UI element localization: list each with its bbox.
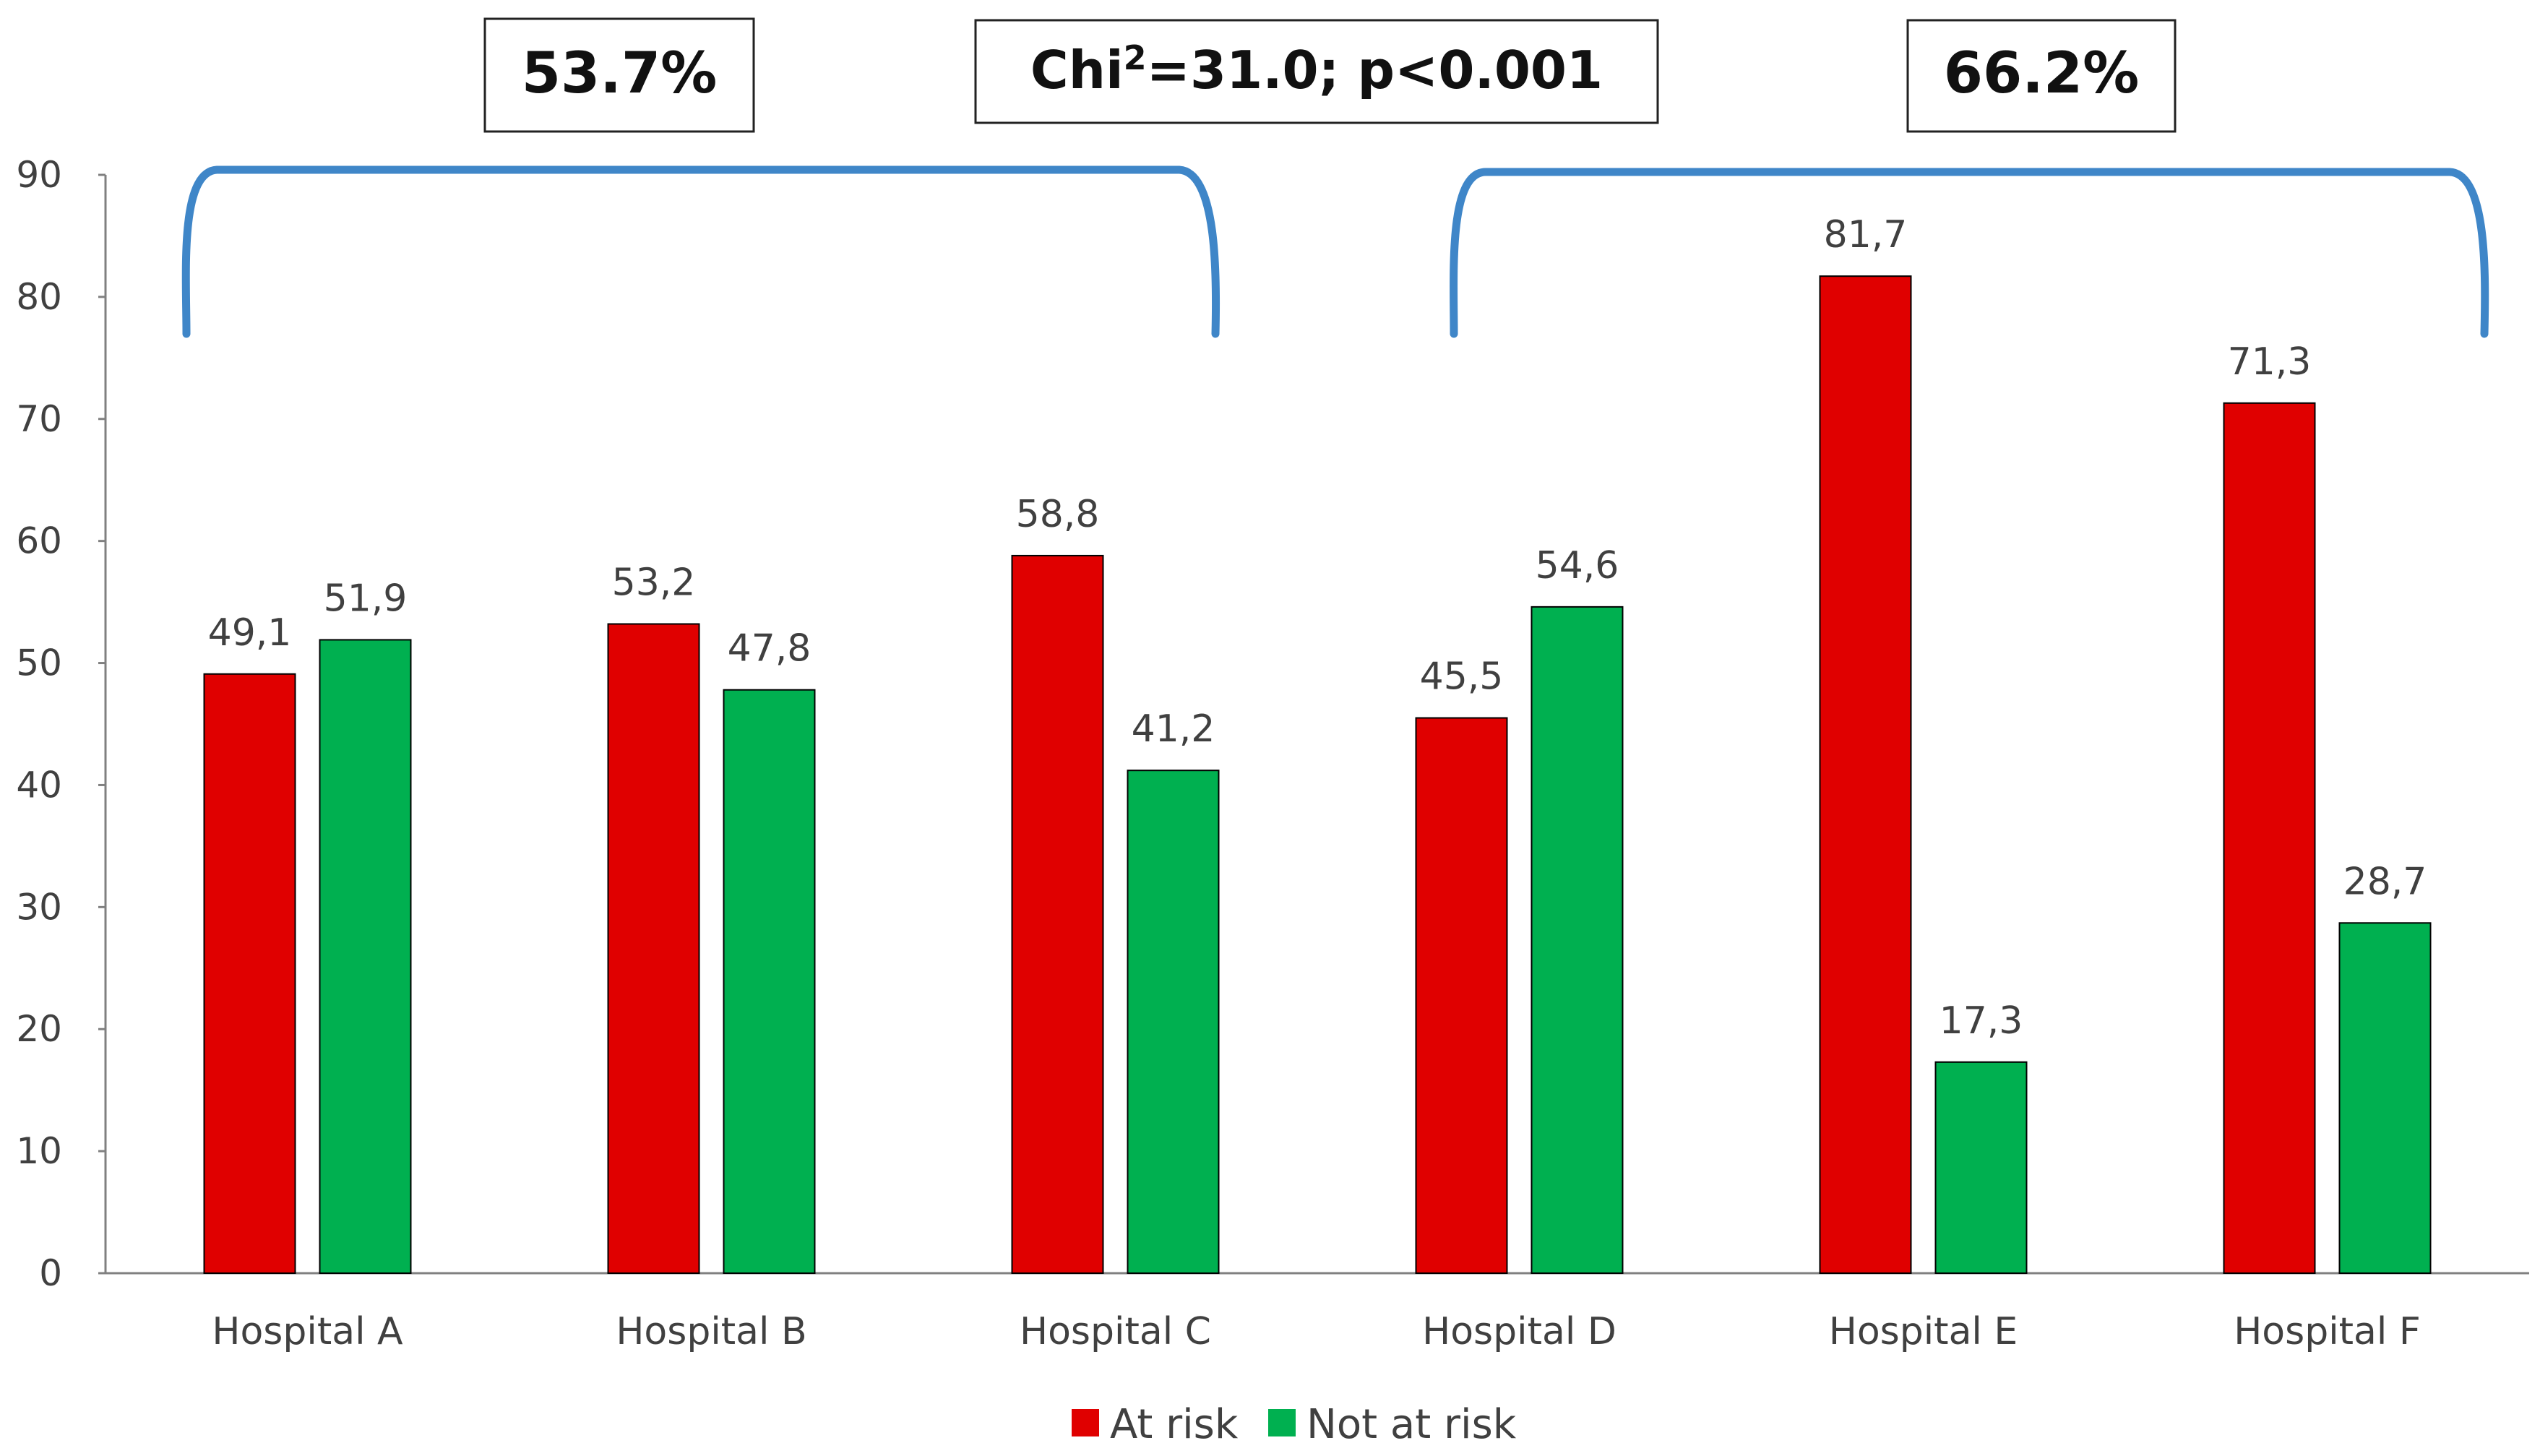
data-label: 81,7 — [1824, 213, 1908, 257]
legend-swatch-at-risk — [1072, 1409, 1099, 1436]
legend-swatch-not-at-risk — [1268, 1409, 1296, 1436]
axes: 0 10 20 30 40 50 60 70 80 90 — [16, 154, 2529, 1294]
group-left-bracket — [181, 165, 1221, 338]
x-category-label: Hospital B — [616, 1310, 806, 1353]
group-left-percentage: 53.7% — [522, 41, 718, 106]
bar-not-at-risk-1 — [319, 639, 412, 1274]
data-label: 41,2 — [1132, 707, 1215, 751]
y-tick-label: 70 — [16, 398, 62, 440]
chi-square-box: Chi2=31.0; p<0.001 — [974, 19, 1659, 124]
bar-not-at-risk-6 — [2338, 922, 2432, 1275]
bar-at-risk-4 — [1415, 717, 1508, 1274]
legend: At risk Not at risk — [1072, 1401, 1517, 1448]
y-tick-label: 30 — [16, 886, 62, 928]
y-tick-label: 10 — [16, 1130, 62, 1172]
y-tick-label: 60 — [16, 520, 62, 562]
group-right-box: 66.2% — [1906, 19, 2177, 133]
x-category-label: Hospital E — [1829, 1310, 2018, 1353]
bar-at-risk-3 — [1011, 554, 1104, 1274]
bar-not-at-risk-3 — [1127, 770, 1220, 1274]
labels: 49,1 51,9 Hospital A 53,2 47,8 Hospital B 58,8… — [208, 213, 2427, 1353]
data-label: 51,9 — [324, 577, 408, 620]
x-category-label: Hospital A — [212, 1310, 403, 1353]
bar-not-at-risk-2 — [723, 689, 816, 1274]
x-category-label: Hospital F — [2234, 1310, 2421, 1353]
y-tick-label: 90 — [16, 154, 62, 196]
chi-square-text: Chi2=31.0; p<0.001 — [1030, 38, 1603, 100]
bar-at-risk-1 — [203, 673, 296, 1274]
x-category-label: Hospital D — [1422, 1310, 1616, 1353]
y-tick-label: 20 — [16, 1008, 62, 1050]
bar-at-risk-5 — [1819, 275, 1912, 1275]
data-label: 58,8 — [1016, 493, 1100, 536]
legend-label-at-risk: At risk — [1110, 1401, 1239, 1448]
data-label: 47,8 — [728, 627, 811, 671]
bars — [203, 275, 2432, 1275]
legend-label-not-at-risk: Not at risk — [1306, 1401, 1517, 1448]
group-right-bracket — [1450, 168, 2489, 338]
group-right-percentage: 66.2% — [1944, 41, 2140, 106]
data-label: 17,3 — [1940, 999, 2023, 1043]
data-label: 49,1 — [208, 611, 292, 655]
y-tick-label: 80 — [16, 276, 62, 318]
data-label: 45,5 — [1420, 655, 1504, 699]
bar-at-risk-6 — [2223, 402, 2316, 1274]
y-tick-label: 40 — [16, 764, 62, 806]
y-tick-label: 50 — [16, 642, 62, 684]
bar-not-at-risk-4 — [1531, 606, 1624, 1274]
bar-at-risk-2 — [607, 623, 700, 1274]
group-left-box: 53.7% — [483, 17, 755, 133]
data-label: 71,3 — [2228, 340, 2312, 384]
bar-not-at-risk-5 — [1934, 1061, 2028, 1275]
data-label: 28,7 — [2343, 860, 2427, 903]
y-tick-label: 0 — [39, 1252, 62, 1294]
data-label: 54,6 — [1536, 544, 1619, 587]
x-category-label: Hospital C — [1020, 1310, 1211, 1353]
data-label: 53,2 — [612, 561, 696, 605]
